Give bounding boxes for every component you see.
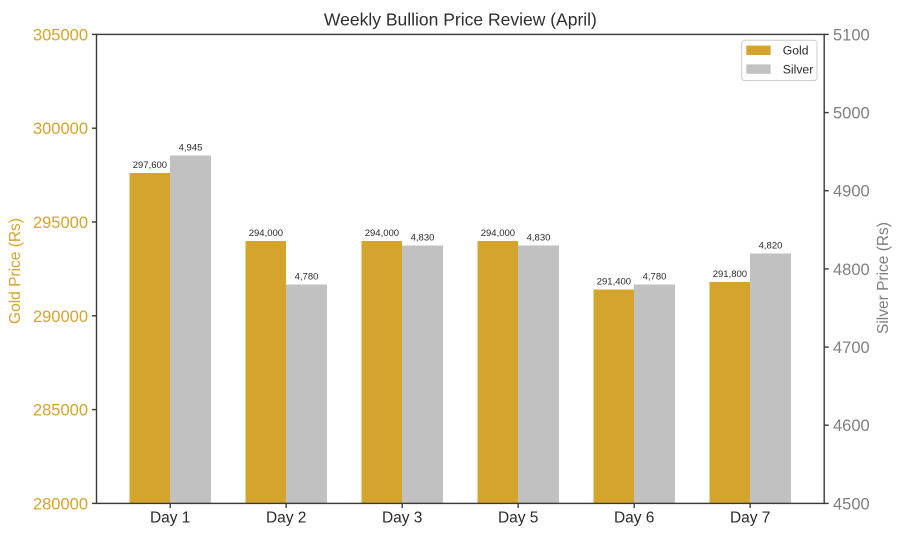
svg-text:Silver: Silver — [783, 62, 813, 76]
svg-text:Day 7: Day 7 — [730, 509, 771, 526]
svg-text:4600: 4600 — [833, 417, 870, 435]
svg-text:4,830: 4,830 — [411, 232, 435, 243]
svg-text:Day 1: Day 1 — [150, 509, 191, 526]
svg-text:294,000: 294,000 — [249, 228, 283, 239]
svg-text:4,945: 4,945 — [179, 143, 203, 154]
svg-text:291,400: 291,400 — [597, 277, 631, 288]
svg-text:294,000: 294,000 — [481, 228, 515, 239]
svg-text:4,780: 4,780 — [643, 272, 667, 283]
svg-text:4,820: 4,820 — [759, 240, 783, 251]
svg-text:305000: 305000 — [33, 26, 88, 44]
svg-text:4700: 4700 — [833, 339, 870, 357]
svg-text:4500: 4500 — [833, 495, 870, 513]
svg-text:297,600: 297,600 — [133, 160, 167, 171]
svg-text:Silver Price (Rs): Silver Price (Rs) — [875, 222, 892, 334]
svg-text:295000: 295000 — [33, 214, 88, 232]
svg-text:5100: 5100 — [833, 26, 870, 44]
svg-text:290000: 290000 — [33, 308, 88, 326]
svg-text:Day 5: Day 5 — [498, 509, 539, 526]
svg-text:Day 2: Day 2 — [266, 509, 307, 526]
svg-text:285000: 285000 — [33, 402, 88, 420]
svg-text:4,780: 4,780 — [295, 272, 319, 283]
svg-text:300000: 300000 — [33, 120, 88, 138]
svg-text:4,830: 4,830 — [527, 232, 551, 243]
svg-text:Weekly Bullion Price Review (A: Weekly Bullion Price Review (April) — [324, 10, 597, 30]
svg-text:5000: 5000 — [833, 105, 870, 123]
svg-text:Gold Price (Rs): Gold Price (Rs) — [7, 218, 24, 324]
svg-text:294,000: 294,000 — [365, 228, 399, 239]
svg-text:Day 3: Day 3 — [382, 509, 423, 526]
svg-text:4800: 4800 — [833, 261, 870, 279]
svg-text:Day 6: Day 6 — [614, 509, 655, 526]
svg-text:291,800: 291,800 — [713, 269, 747, 280]
svg-text:4900: 4900 — [833, 183, 870, 201]
svg-text:280000: 280000 — [33, 495, 88, 513]
svg-text:Gold: Gold — [783, 44, 809, 58]
